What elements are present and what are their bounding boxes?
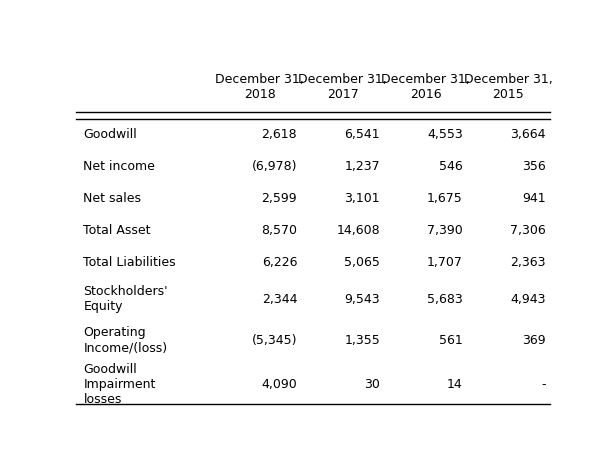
- Text: 2,599: 2,599: [262, 192, 297, 205]
- Text: 6,541: 6,541: [345, 128, 380, 141]
- Text: 4,553: 4,553: [427, 128, 463, 141]
- Text: 8,570: 8,570: [261, 225, 297, 237]
- Text: December 31,
2016: December 31, 2016: [381, 73, 470, 101]
- Text: 7,306: 7,306: [510, 225, 546, 237]
- Text: Goodwill
Impairment
losses: Goodwill Impairment losses: [84, 363, 156, 406]
- Text: Goodwill: Goodwill: [84, 128, 137, 141]
- Text: Operating
Income/(loss): Operating Income/(loss): [84, 326, 167, 354]
- Text: 4,943: 4,943: [510, 293, 546, 306]
- Text: 1,675: 1,675: [427, 192, 463, 205]
- Text: -: -: [541, 378, 546, 391]
- Text: 2,344: 2,344: [262, 293, 297, 306]
- Text: 14,608: 14,608: [337, 225, 380, 237]
- Text: 7,390: 7,390: [427, 225, 463, 237]
- Text: (5,345): (5,345): [252, 334, 297, 346]
- Text: 2,363: 2,363: [510, 256, 546, 269]
- Text: Total Liabilities: Total Liabilities: [84, 256, 176, 269]
- Text: 14: 14: [447, 378, 463, 391]
- Text: 4,090: 4,090: [262, 378, 297, 391]
- Text: (6,978): (6,978): [252, 160, 297, 173]
- Text: Net income: Net income: [84, 160, 155, 173]
- Text: 546: 546: [439, 160, 463, 173]
- Text: 1,707: 1,707: [427, 256, 463, 269]
- Text: 1,355: 1,355: [344, 334, 380, 346]
- Text: Total Asset: Total Asset: [84, 225, 151, 237]
- Text: 561: 561: [439, 334, 463, 346]
- Text: 1,237: 1,237: [345, 160, 380, 173]
- Text: 30: 30: [364, 378, 380, 391]
- Text: 356: 356: [522, 160, 546, 173]
- Text: 5,065: 5,065: [344, 256, 380, 269]
- Text: 5,683: 5,683: [427, 293, 463, 306]
- Text: Net sales: Net sales: [84, 192, 142, 205]
- Text: December 31,
2017: December 31, 2017: [298, 73, 387, 101]
- Text: 2,618: 2,618: [262, 128, 297, 141]
- Text: 9,543: 9,543: [345, 293, 380, 306]
- Text: 3,101: 3,101: [345, 192, 380, 205]
- Text: 3,664: 3,664: [510, 128, 546, 141]
- Text: 941: 941: [522, 192, 546, 205]
- Text: Stockholders'
Equity: Stockholders' Equity: [84, 286, 168, 313]
- Text: 6,226: 6,226: [262, 256, 297, 269]
- Text: December 31,
2015: December 31, 2015: [464, 73, 553, 101]
- Text: December 31,
2018: December 31, 2018: [216, 73, 304, 101]
- Text: 369: 369: [522, 334, 546, 346]
